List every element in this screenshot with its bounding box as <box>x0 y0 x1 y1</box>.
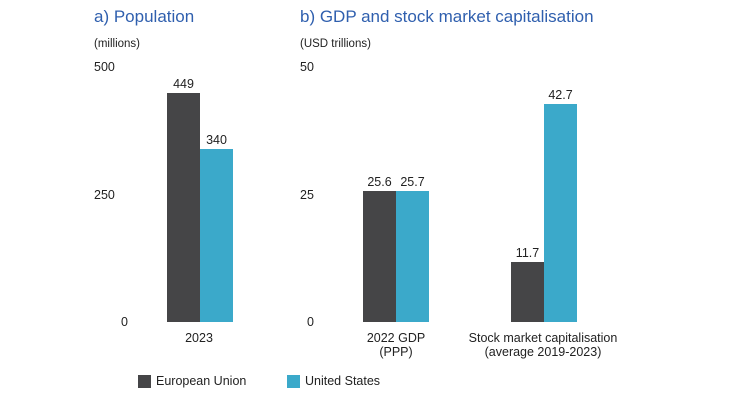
bar-us <box>200 148 233 322</box>
bar-eu <box>167 93 200 322</box>
panel-b-unit: (USD trillions) <box>300 38 371 50</box>
data-label: 25.6 <box>367 175 392 190</box>
data-label: 25.7 <box>400 174 425 189</box>
data-label: 42.7 <box>548 88 573 103</box>
category-line: Stock market capitalisation <box>468 331 618 345</box>
legend-label-eu: European Union <box>156 374 247 388</box>
panel-a-title: a) Population <box>94 7 195 26</box>
category-label: 2022 GDP (PPP) <box>367 331 425 359</box>
category-label: Stock market capitalisation (average 2019… <box>469 331 618 359</box>
category-label: 2023 <box>185 331 213 345</box>
legend-swatch-us <box>287 375 300 388</box>
bar-us <box>544 104 577 322</box>
panel-a-unit: (millions) <box>94 38 140 50</box>
category-line: 2022 GDP <box>366 331 426 345</box>
y-tick: 50 <box>300 60 314 74</box>
category-line: 2023 <box>185 331 213 345</box>
legend-swatch-eu <box>138 375 151 388</box>
data-label: 340 <box>206 132 227 147</box>
y-tick: 250 <box>94 188 115 202</box>
panel-b-title: b) GDP and stock market capitalisation <box>300 7 594 26</box>
data-label: 11.7 <box>515 246 540 261</box>
data-label: 449 <box>173 77 194 91</box>
bar-eu <box>363 191 396 322</box>
y-tick: 500 <box>94 60 115 74</box>
bar-eu <box>511 262 544 322</box>
y-tick: 0 <box>307 315 314 329</box>
legend-label-us: United States <box>305 374 381 388</box>
category-line: (average 2019-2023) <box>484 345 602 359</box>
y-tick: 25 <box>300 188 314 202</box>
y-tick: 0 <box>121 315 128 329</box>
bar-us <box>396 190 429 322</box>
category-line: (PPP) <box>379 345 413 359</box>
